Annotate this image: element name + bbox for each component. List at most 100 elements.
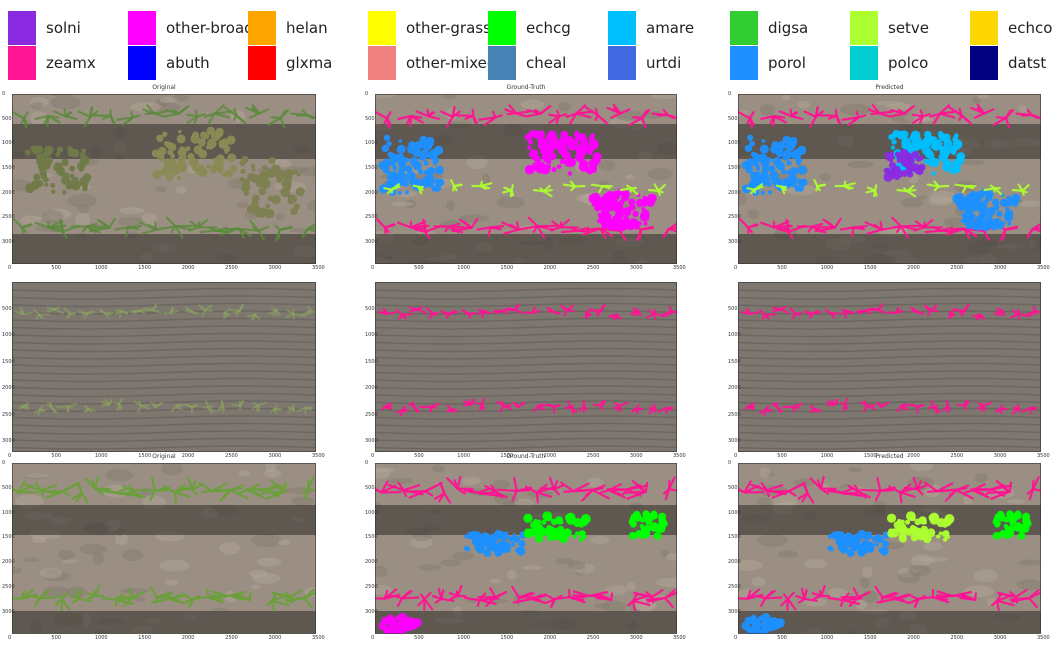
panel-frame: [375, 463, 677, 634]
legend-label: helan: [286, 19, 328, 37]
legend-label: datst: [1008, 54, 1047, 72]
panel-title: Ground-Truth: [506, 84, 546, 91]
soil-texture: [46, 208, 72, 220]
y-tick-label: 2000: [2, 559, 15, 566]
legend-swatch: [850, 11, 878, 45]
y-tick-label: 500: [728, 115, 738, 122]
soil-furrow: [375, 325, 677, 330]
x-tick-label: 2000: [543, 453, 557, 459]
weed-solni: [883, 148, 926, 182]
soil-texture: [307, 200, 316, 212]
soil-furrow: [375, 392, 677, 398]
soil-texture: [1006, 499, 1025, 504]
y-tick-label: 2000: [728, 189, 741, 196]
crop-row-top: [738, 475, 1041, 504]
soil-texture: [885, 103, 915, 110]
soil-texture: [118, 207, 145, 214]
soil-furrow: [738, 317, 1041, 323]
soil-texture: [797, 100, 811, 109]
x-tick-label: 3500: [312, 265, 325, 271]
panel-title: Ground-Truth: [506, 453, 546, 460]
panel-row3-original: Original 0 500 1000 1500 2000 2500 3000 3500 0 500…: [2, 453, 325, 641]
soil-texture: [105, 469, 134, 482]
soil-furrow: [12, 332, 316, 338]
soil-furrow: [375, 385, 677, 390]
panel-frame: [738, 94, 1041, 264]
soil-texture: [263, 469, 282, 478]
y-tick-label: 2500: [365, 583, 378, 590]
soil-texture: [50, 95, 81, 110]
weed-grass: [523, 511, 591, 544]
weed-porol: [378, 134, 445, 196]
crop-shadow: [375, 611, 677, 633]
y-tick-label: 1000: [365, 140, 378, 147]
soil-texture: [586, 477, 604, 488]
crop-row-top: [14, 303, 316, 321]
x-tick-label: 0: [371, 265, 375, 271]
x-tick-label: 500: [414, 265, 424, 271]
soil-texture: [122, 549, 144, 562]
soil-furrow: [12, 362, 316, 368]
soil-texture: [960, 159, 986, 166]
x-tick-label: 3500: [673, 635, 686, 641]
panel-image: [375, 94, 677, 264]
x-tick-label: 3000: [268, 635, 282, 641]
y-tick-label: 1000: [2, 509, 15, 516]
x-tick-label: 500: [777, 265, 787, 271]
soil-furrow: [375, 415, 677, 420]
x-tick-label: 1500: [863, 635, 877, 641]
soil-texture: [1017, 105, 1027, 113]
soil-texture: [496, 196, 525, 209]
soil-furrow: [738, 347, 1041, 353]
legend-swatch: [730, 46, 758, 80]
soil-furrow: [738, 445, 1041, 450]
panel-row2-predicted: 0 500 1000 1500 2000 2500 3000 3500 500 1000 1500 2…: [728, 282, 1050, 459]
soil-texture: [290, 228, 309, 233]
soil-texture: [923, 542, 943, 551]
crop-row-bottom: [744, 397, 1038, 417]
y-tick-label: 1500: [365, 358, 378, 365]
panel-image: [738, 282, 1041, 452]
soil-texture: [859, 577, 870, 588]
x-tick-label: 3000: [268, 453, 282, 459]
soil-furrow: [12, 325, 316, 330]
x-tick-label: 1500: [500, 453, 514, 459]
soil-furrow: [12, 347, 316, 353]
x-tick-label: 2500: [950, 453, 964, 459]
soil-texture: [1016, 579, 1041, 591]
x-tick-label: 3500: [1037, 265, 1050, 271]
x-tick-label: 500: [777, 453, 787, 459]
crop-shadow: [375, 234, 677, 264]
y-tick-label: 1000: [365, 332, 378, 339]
x-tick-label: 0: [734, 453, 738, 459]
soil-texture: [445, 107, 459, 120]
soil-texture: [461, 476, 481, 486]
soil-furrow: [12, 400, 316, 405]
weed-porol: [827, 529, 890, 558]
x-tick-label: 500: [414, 635, 424, 641]
x-tick-label: 1000: [94, 635, 108, 641]
soil-texture: [901, 197, 924, 208]
x-tick-label: 1500: [138, 265, 152, 271]
legend-label: cheal: [526, 54, 567, 72]
x-tick-label: 3000: [268, 265, 282, 271]
x-tick-label: 3000: [629, 635, 643, 641]
y-tick-label: 3000: [365, 608, 378, 615]
x-tick-label: 2500: [586, 265, 600, 271]
soil-texture: [928, 196, 953, 206]
crop-row-bottom: [18, 397, 313, 417]
y-tick-label: 0: [365, 460, 369, 466]
legend-swatch: [248, 11, 276, 45]
soil-texture: [827, 588, 849, 598]
x-tick-label: 1500: [863, 265, 877, 271]
y-tick-label: 2500: [365, 411, 378, 418]
y-tick-label: 2000: [2, 189, 15, 196]
soil-texture: [910, 554, 934, 567]
x-tick-label: 0: [8, 453, 12, 459]
soil-texture: [900, 572, 914, 578]
soil-texture: [738, 192, 747, 206]
soil-texture: [660, 549, 670, 557]
soil-furrow: [738, 355, 1041, 360]
y-tick-label: 500: [728, 305, 738, 312]
x-tick-label: 1000: [457, 453, 471, 459]
